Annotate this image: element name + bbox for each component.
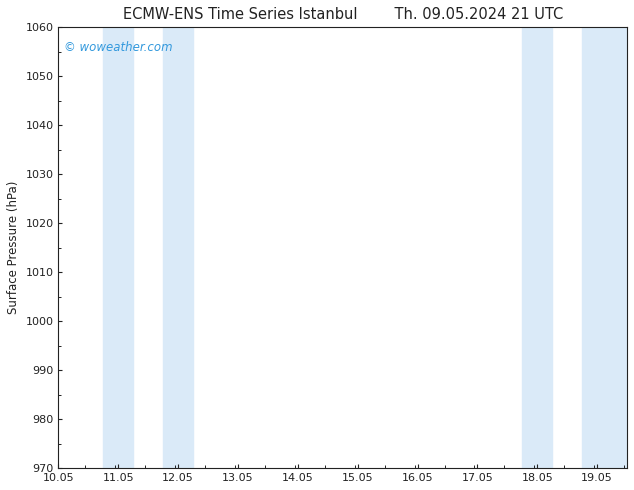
- Text: © woweather.com: © woweather.com: [64, 41, 173, 53]
- Bar: [103, 27, 133, 468]
- Title: ECMW-ENS Time Series Istanbul        Th. 09.05.2024 21 UTC: ECMW-ENS Time Series Istanbul Th. 09.05.…: [122, 7, 563, 22]
- Bar: [612, 27, 627, 468]
- Bar: [163, 27, 193, 468]
- Bar: [522, 27, 552, 468]
- Bar: [582, 27, 612, 468]
- Y-axis label: Surface Pressure (hPa): Surface Pressure (hPa): [7, 181, 20, 315]
